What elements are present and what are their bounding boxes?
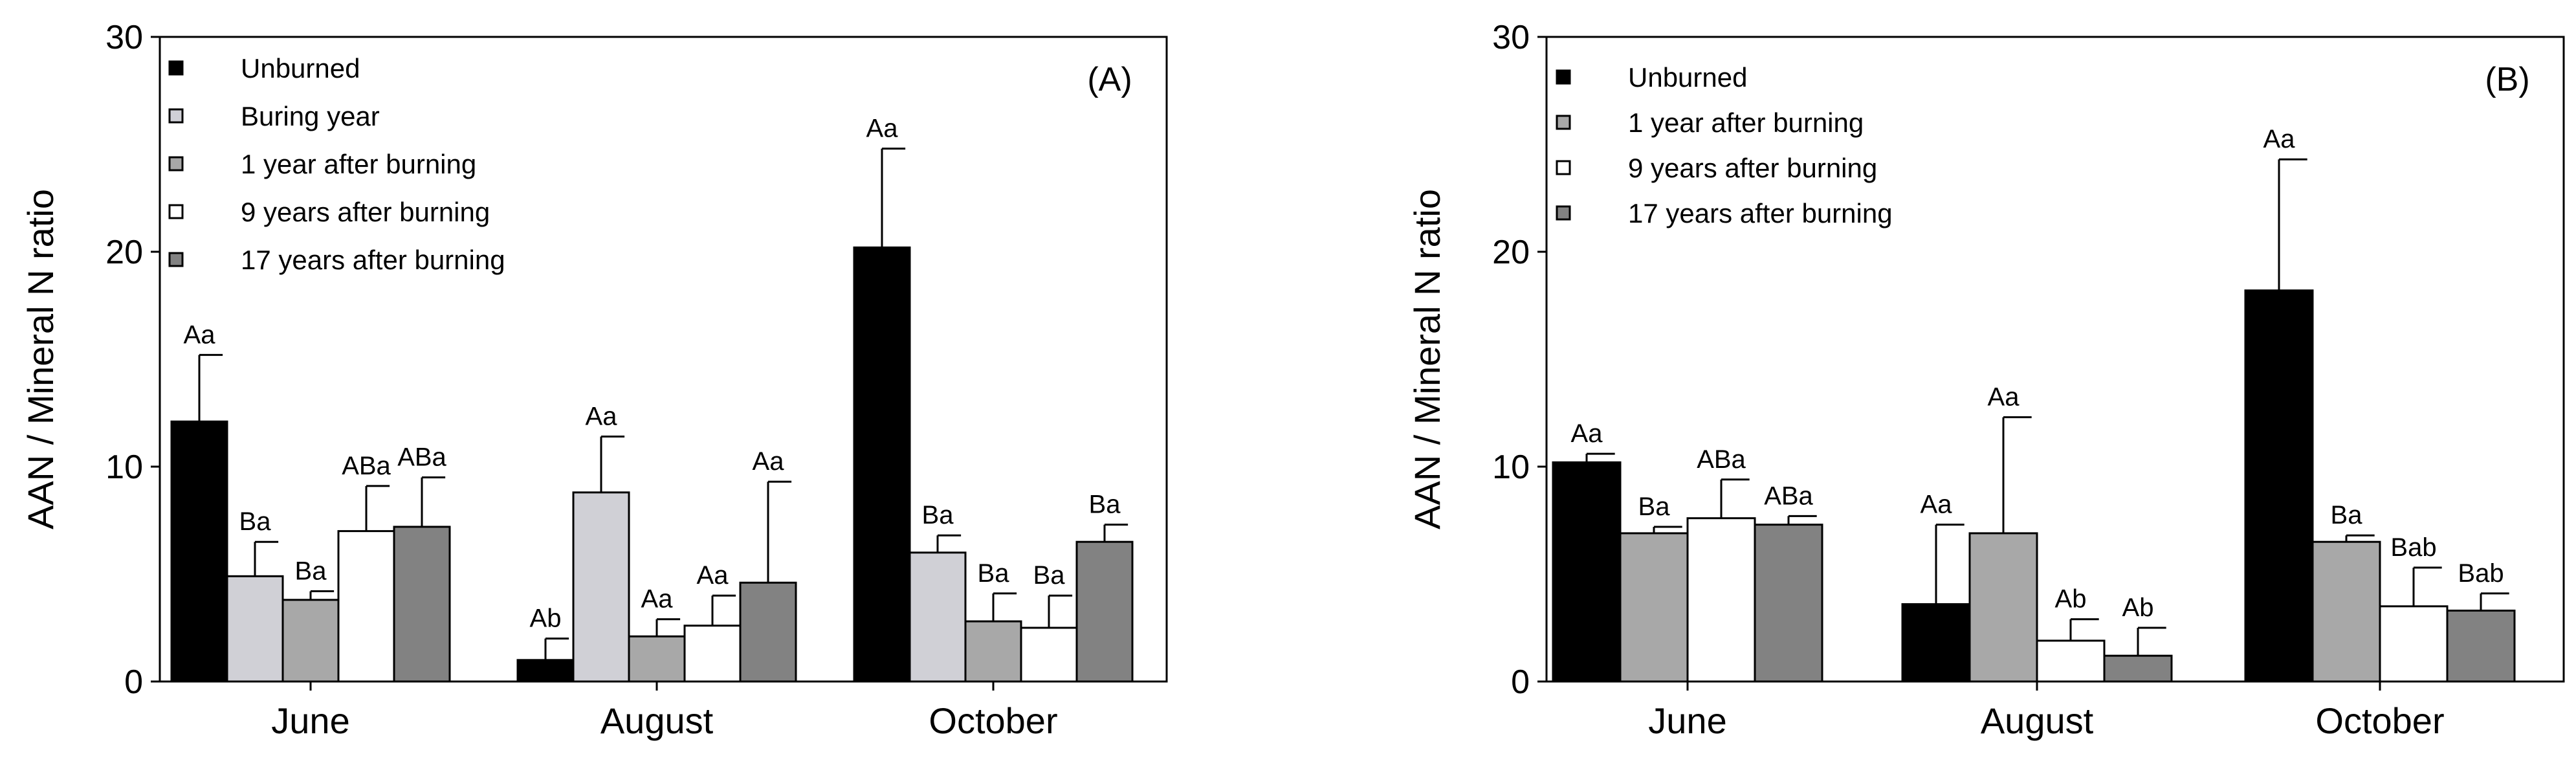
panel-a: 0 10 20 30 AAN / Mineral N ratio (A) Aa Ba Ba ABa…: [20, 19, 1168, 741]
legend-swatch: [1556, 160, 1571, 175]
legend-label: Unburned: [1628, 62, 1747, 93]
data-label: Aa: [1988, 383, 2020, 412]
data-label: Aa: [866, 115, 899, 143]
bar: [628, 635, 686, 683]
x-tick-label: October: [2315, 700, 2444, 741]
bar: [337, 530, 395, 683]
bar: [2103, 654, 2173, 683]
bar: [1968, 532, 2038, 683]
bar: [853, 246, 911, 683]
y-tick-label: 30: [1492, 19, 1530, 56]
bar: [2244, 289, 2314, 683]
data-label: Ba: [1089, 491, 1121, 519]
data-label: Ba: [295, 557, 327, 586]
bar: [1901, 603, 1971, 683]
x-tick-label: October: [929, 700, 1057, 741]
x-tick-label: June: [1648, 700, 1726, 741]
bar: [1619, 532, 1689, 683]
data-label: Aa: [2263, 125, 2296, 153]
bar: [170, 420, 228, 683]
legend-swatch: [1556, 69, 1571, 85]
y-tick-label: 20: [1492, 234, 1530, 271]
data-label: Ab: [2122, 593, 2154, 622]
legend-swatch: [168, 60, 184, 76]
data-label: ABa: [1697, 445, 1746, 474]
bar: [1552, 461, 1622, 683]
bar: [2311, 540, 2381, 683]
bar: [908, 551, 967, 683]
data-label: Aa: [753, 447, 785, 476]
legend-label: 17 years after burning: [241, 245, 505, 275]
bar: [739, 581, 797, 683]
data-label: Ba: [978, 559, 1010, 588]
bar: [964, 620, 1022, 683]
y-tick-label: 20: [105, 234, 143, 271]
data-label: Ba: [2331, 501, 2363, 529]
bar: [516, 659, 575, 683]
y-tick-label: 30: [105, 19, 143, 56]
bar: [2446, 609, 2516, 683]
legend-swatch: [1556, 205, 1571, 221]
data-label: Ba: [922, 501, 954, 529]
data-label: Ba: [1033, 561, 1066, 590]
y-axis-label: AAN / Mineral N ratio: [20, 189, 61, 529]
legend-label: Unburned: [241, 53, 360, 83]
bar: [393, 526, 451, 683]
x-tick-label: August: [1981, 700, 2094, 741]
y-tick-label: 10: [1492, 449, 1530, 486]
legend-swatch: [1556, 115, 1571, 130]
y-tick-label: 0: [1511, 663, 1530, 701]
legend-swatch: [168, 156, 184, 172]
legend-swatch: [168, 252, 184, 267]
panel-label: (A): [1087, 61, 1132, 98]
data-label: Aa: [1921, 491, 1953, 519]
legend-label: 9 years after burning: [1628, 153, 1877, 183]
legend-label: 1 year after burning: [241, 149, 476, 179]
bar: [572, 491, 630, 683]
data-label: Ab: [2055, 585, 2087, 614]
bar: [2379, 605, 2449, 683]
bar: [1020, 626, 1078, 683]
data-label: Aa: [641, 585, 674, 614]
data-label: ABa: [342, 452, 391, 480]
data-label: Bab: [2390, 533, 2436, 562]
data-label: Ba: [1638, 493, 1671, 521]
panel-b: 0 10 20 30 AAN / Mineral N ratio (B) Aa Ba ABa AB…: [1407, 19, 2565, 741]
bar: [1754, 524, 1823, 683]
data-label: Aa: [697, 561, 729, 590]
bar: [683, 625, 742, 683]
bar: [281, 599, 340, 683]
data-label: Bab: [2458, 559, 2504, 588]
data-label: Aa: [184, 320, 216, 349]
legend-label: 1 year after burning: [1628, 107, 1864, 138]
legend-label: 17 years after burning: [1628, 198, 1893, 228]
legend-label: 9 years after burning: [241, 197, 490, 227]
legend-swatch: [168, 204, 184, 219]
y-tick-label: 0: [124, 663, 143, 701]
data-label: Aa: [586, 403, 618, 431]
data-label: Ba: [239, 507, 272, 536]
data-label: ABa: [1764, 482, 1813, 510]
legend-label: Buring year: [241, 101, 380, 131]
bar: [226, 575, 284, 683]
x-tick-label: June: [271, 700, 349, 741]
data-label: ABa: [397, 443, 446, 472]
y-tick-label: 10: [105, 449, 143, 486]
bar: [2036, 639, 2106, 683]
y-axis-label: AAN / Mineral N ratio: [1407, 189, 1448, 529]
x-tick-label: August: [600, 700, 714, 741]
panel-label: (B): [2485, 61, 2529, 98]
legend-swatch: [168, 108, 184, 124]
data-label: Ab: [530, 604, 562, 633]
bar: [1686, 517, 1756, 683]
bar: [1075, 540, 1134, 683]
data-label: Aa: [1571, 419, 1603, 448]
